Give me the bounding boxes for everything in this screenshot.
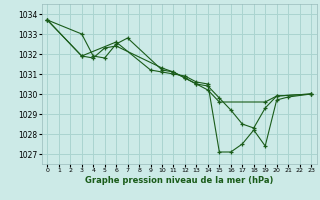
X-axis label: Graphe pression niveau de la mer (hPa): Graphe pression niveau de la mer (hPa)	[85, 176, 273, 185]
